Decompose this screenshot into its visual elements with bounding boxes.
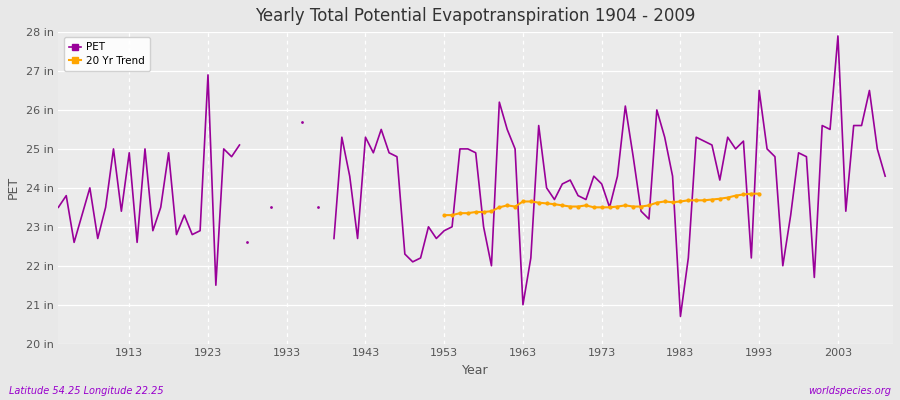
PET [282,298,292,303]
PET [880,174,891,178]
X-axis label: Year: Year [463,364,489,377]
20 Yr Trend [534,200,544,205]
20 Yr Trend [683,198,694,203]
Text: worldspecies.org: worldspecies.org [808,386,891,396]
20 Yr Trend [446,213,457,218]
20 Yr Trend [675,199,686,204]
20 Yr Trend [660,199,670,204]
PET [864,88,875,93]
20 Yr Trend [604,205,615,210]
20 Yr Trend [706,197,717,202]
Title: Yearly Total Potential Evapotranspiration 1904 - 2009: Yearly Total Potential Evapotranspiratio… [256,7,696,25]
20 Yr Trend [494,205,505,210]
PET [446,224,457,229]
20 Yr Trend [691,198,702,203]
20 Yr Trend [557,203,568,208]
20 Yr Trend [502,203,513,208]
20 Yr Trend [439,213,450,218]
20 Yr Trend [635,204,646,209]
20 Yr Trend [518,199,528,204]
20 Yr Trend [723,195,734,200]
20 Yr Trend [572,204,583,209]
20 Yr Trend [580,203,591,208]
20 Yr Trend [612,204,623,209]
Line: 20 Yr Trend: 20 Yr Trend [443,192,760,216]
20 Yr Trend [620,203,631,208]
20 Yr Trend [486,209,497,214]
20 Yr Trend [730,193,741,198]
20 Yr Trend [628,204,639,209]
PET [635,209,646,214]
20 Yr Trend [478,210,489,214]
Line: PET: PET [58,36,886,316]
20 Yr Trend [589,205,599,210]
20 Yr Trend [463,211,473,216]
Legend: PET, 20 Yr Trend: PET, 20 Yr Trend [64,37,150,71]
20 Yr Trend [667,200,678,205]
20 Yr Trend [509,204,520,209]
20 Yr Trend [698,198,709,203]
20 Yr Trend [526,199,536,204]
Y-axis label: PET: PET [7,176,20,200]
20 Yr Trend [746,191,757,196]
20 Yr Trend [644,203,654,208]
PET [832,34,843,38]
20 Yr Trend [549,202,560,207]
Text: Latitude 54.25 Longitude 22.25: Latitude 54.25 Longitude 22.25 [9,386,164,396]
PET [423,224,434,229]
20 Yr Trend [597,205,608,210]
20 Yr Trend [565,204,576,209]
20 Yr Trend [715,196,725,201]
PET [53,205,64,210]
20 Yr Trend [652,200,662,205]
20 Yr Trend [454,211,465,216]
20 Yr Trend [541,201,552,206]
20 Yr Trend [471,210,482,214]
20 Yr Trend [738,192,749,197]
20 Yr Trend [754,191,765,196]
